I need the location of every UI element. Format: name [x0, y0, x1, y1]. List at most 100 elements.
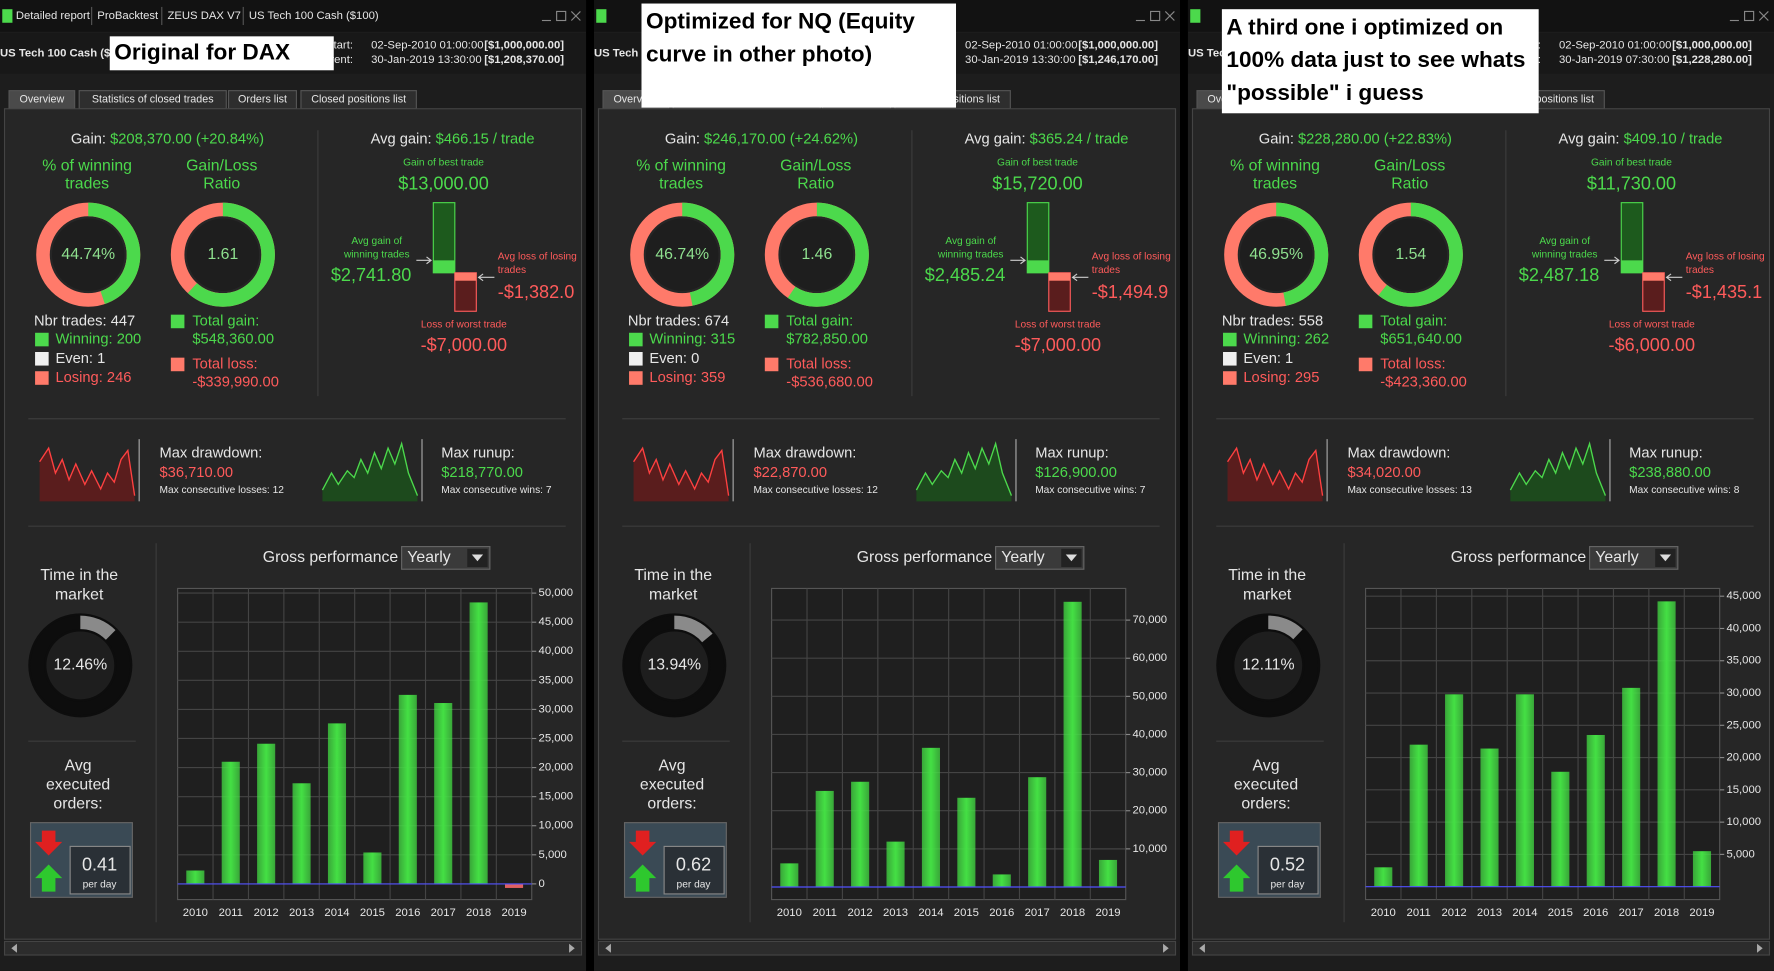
- total-loss-label: Total loss:: [192, 356, 257, 372]
- x-tick-label: 2013: [289, 907, 314, 919]
- worst-trade-label: Loss of worst trade: [1609, 320, 1695, 331]
- gain-value: $246,170.00 (+24.62%): [704, 131, 858, 147]
- winning-swatch: [629, 332, 643, 347]
- time-in-market-value: 12.11%: [1242, 657, 1295, 674]
- max-runup-consecutive-value: 7: [546, 485, 552, 496]
- sell-arrow: [35, 830, 63, 856]
- annotation-text: A third one i optimized on: [1226, 14, 1503, 39]
- y-tick-label: 50,000: [539, 587, 574, 599]
- avg-loss-label: Avg loss of losing: [498, 252, 577, 263]
- avg-loss-bar: [1048, 272, 1071, 281]
- report-tab-label: Closed positions list: [311, 94, 406, 106]
- max-drawdown-value: $22,870.00: [753, 465, 827, 481]
- bar: [1551, 771, 1570, 887]
- x-tick-label: 2019: [1095, 907, 1120, 919]
- buy-arrow: [629, 864, 657, 892]
- gl-ratio-donut-center: [780, 218, 854, 291]
- win-pct-donut-center: [52, 218, 125, 291]
- avg-orders-title: orders:: [647, 796, 696, 813]
- scrollbar[interactable]: [3, 940, 583, 956]
- scrollbar[interactable]: [597, 940, 1177, 956]
- bar: [1409, 744, 1428, 887]
- bar: [1445, 694, 1464, 887]
- win-pct-value: 44.74%: [61, 246, 115, 263]
- instrument-name: US Tech 100 Cash ($...: [0, 47, 120, 59]
- y-tick-label: 15,000: [539, 791, 574, 803]
- y-tick-label: 20,000: [539, 762, 574, 774]
- gl-ratio-donut-arc: [1358, 202, 1463, 307]
- dropdown-arrow: [471, 554, 484, 562]
- win-pct-value: 46.74%: [655, 246, 709, 263]
- even-value: 1: [1285, 351, 1293, 367]
- avg-gain-line: Avg gain: $466.15 / trade: [371, 131, 535, 147]
- annotation-text: "possible" i guess: [1226, 80, 1423, 105]
- even-count: Even: 1: [1243, 351, 1293, 367]
- max-runup-value: $218,770.00: [441, 465, 523, 481]
- avg-win-value: $2,487.18: [1519, 265, 1600, 285]
- losing-swatch: [35, 371, 49, 385]
- losing-swatch: [629, 371, 643, 385]
- annotation-text: Original for DAX: [114, 39, 290, 64]
- y-tick-label: 70,000: [1133, 614, 1168, 626]
- orders-card: [1257, 845, 1319, 895]
- avg-gain-value: $365.24 / trade: [1030, 131, 1129, 147]
- max-drawdown-label: Max drawdown:: [160, 446, 263, 462]
- bar: [957, 797, 976, 888]
- total-gain-swatch: [170, 314, 185, 329]
- x-tick-label: 2019: [1689, 907, 1714, 919]
- x-tick-label: 2012: [848, 907, 873, 919]
- scrollbar[interactable]: [1191, 940, 1771, 956]
- worst-trade-label: Loss of worst trade: [421, 320, 507, 331]
- time-in-market-title: Time in the: [1228, 567, 1306, 584]
- total-gain-swatch: [1358, 314, 1373, 329]
- gain-label: Gain:: [71, 131, 106, 147]
- avg-orders-title: Avg: [1253, 757, 1280, 774]
- time-donut-arc: [30, 615, 131, 716]
- best-trade-value: $13,000.00: [398, 173, 489, 193]
- y-tick-label: 0: [539, 878, 545, 890]
- x-tick-label: 2018: [1654, 907, 1679, 919]
- per-day-label: per day: [83, 880, 118, 891]
- avg-orders-value: 0.41: [82, 854, 117, 874]
- bar: [780, 863, 799, 888]
- bar: [221, 761, 240, 884]
- even-swatch: [35, 351, 49, 366]
- x-tick-label: 2016: [1583, 907, 1608, 919]
- avg-orders-value: 0.62: [676, 854, 711, 874]
- current-capital: [$1,208,370.00]: [484, 54, 564, 66]
- losing-value: 295: [1295, 370, 1320, 386]
- losing-swatch: [1223, 371, 1237, 385]
- start-capital: [$1,000,000.00]: [1078, 39, 1158, 51]
- max-drawdown-value: $34,020.00: [1347, 465, 1421, 481]
- win-pct-title: trades: [659, 176, 703, 193]
- even-count: Even: 1: [55, 351, 105, 367]
- avg-orders-title: executed: [1234, 777, 1298, 794]
- time-in-market-title: market: [55, 586, 104, 603]
- current-date: 30-Jan-2019 07:30:00: [1559, 54, 1670, 66]
- gl-ratio-donut-center: [186, 218, 260, 291]
- bar: [504, 883, 524, 888]
- buy-arrow: [1223, 864, 1251, 892]
- x-tick-label: 2015: [1548, 907, 1573, 919]
- per-day-label: per day: [677, 880, 712, 891]
- gl-ratio-donut-arc: [764, 202, 869, 307]
- winning-label: Winning:: [1243, 331, 1300, 347]
- avg-win-label: winning trades: [937, 249, 1004, 260]
- gl-ratio-value: 1.54: [1395, 246, 1426, 263]
- bar: [186, 870, 205, 884]
- max-runup-area: [1510, 443, 1606, 502]
- bar: [327, 723, 347, 884]
- max-runup-sparkline: [1509, 441, 1607, 496]
- max-runup-label: Max runup:: [1035, 446, 1108, 462]
- total-gain-label: Total gain:: [1380, 313, 1447, 329]
- total-loss-swatch: [1358, 357, 1373, 372]
- best-trade-value: $11,730.00: [1587, 173, 1676, 193]
- scroll-right: [1163, 943, 1169, 953]
- nbr-trades-value: 674: [705, 313, 730, 329]
- avg-gain-line: Avg gain: $365.24 / trade: [965, 131, 1129, 147]
- avg-orders-title: orders:: [1241, 796, 1290, 813]
- y-tick-label: 30,000: [1133, 767, 1168, 779]
- y-tick-label: 10,000: [1726, 816, 1761, 828]
- gl-ratio-value: 1.61: [207, 246, 238, 263]
- avg-gain-line: Avg gain: $409.10 / trade: [1559, 131, 1723, 147]
